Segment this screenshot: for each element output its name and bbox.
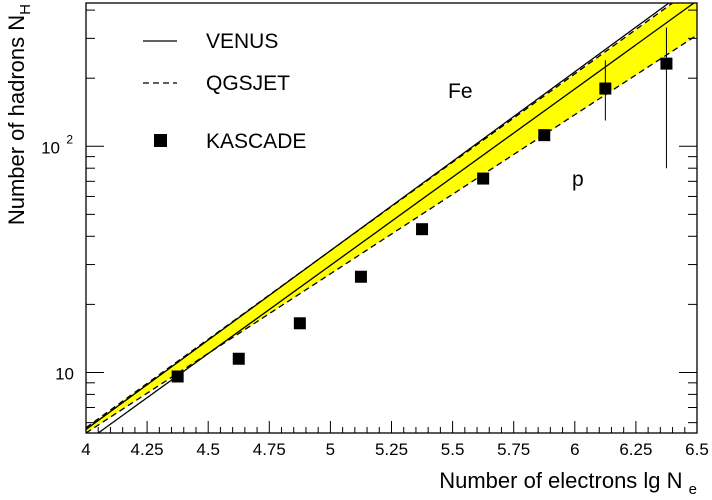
x-axis-title: Number of electrons lg N e <box>439 468 697 498</box>
x-tick-label: 4 <box>81 440 90 459</box>
kascade-point <box>232 352 245 365</box>
kascade-point <box>171 370 184 383</box>
x-tick-label: 6 <box>570 440 579 459</box>
y-axis-title: Number of hadrons NH <box>4 4 34 225</box>
x-tick-label: 4.75 <box>253 440 286 459</box>
x-tick-label: 4.5 <box>196 440 220 459</box>
x-tick-label: 6.25 <box>619 440 652 459</box>
legend-label: VENUS <box>206 30 278 53</box>
qgsjet-p-line <box>86 34 697 433</box>
venus-p-line <box>97 3 695 433</box>
kascade-point <box>354 270 367 283</box>
legend-label: QGSJET <box>206 72 290 95</box>
x-tick-label: 4.25 <box>131 440 164 459</box>
kascade-point <box>416 223 429 236</box>
annotation-p: p <box>572 168 584 191</box>
kascade-point <box>599 82 612 95</box>
y-tick-label: 10 <box>41 138 60 157</box>
x-tick-label: 5 <box>326 440 335 459</box>
legend: VENUS QGSJET KASCADE <box>143 30 306 153</box>
y-tick-exponent: 2 <box>66 132 73 146</box>
x-tick-label: 5.75 <box>497 440 530 459</box>
x-tick-label: 5.5 <box>441 440 465 459</box>
x-axis-title-subscript: e <box>689 481 697 498</box>
kascade-point <box>538 129 551 142</box>
annotation-fe: Fe <box>448 80 473 103</box>
x-tick-label: 6.5 <box>685 440 709 459</box>
y-tick-label: 10 <box>55 364 74 383</box>
y-axis-title-subscript: H <box>17 4 34 15</box>
x-tick-label: 5.25 <box>375 440 408 459</box>
kascade-point <box>293 317 306 330</box>
qgsjet-fe-line <box>86 3 673 429</box>
legend-label: KASCADE <box>206 130 306 153</box>
kascade-legend-symbol <box>154 134 167 147</box>
kascade-point <box>477 172 490 185</box>
kascade-point <box>660 57 673 70</box>
venus-fe-line <box>86 3 671 430</box>
